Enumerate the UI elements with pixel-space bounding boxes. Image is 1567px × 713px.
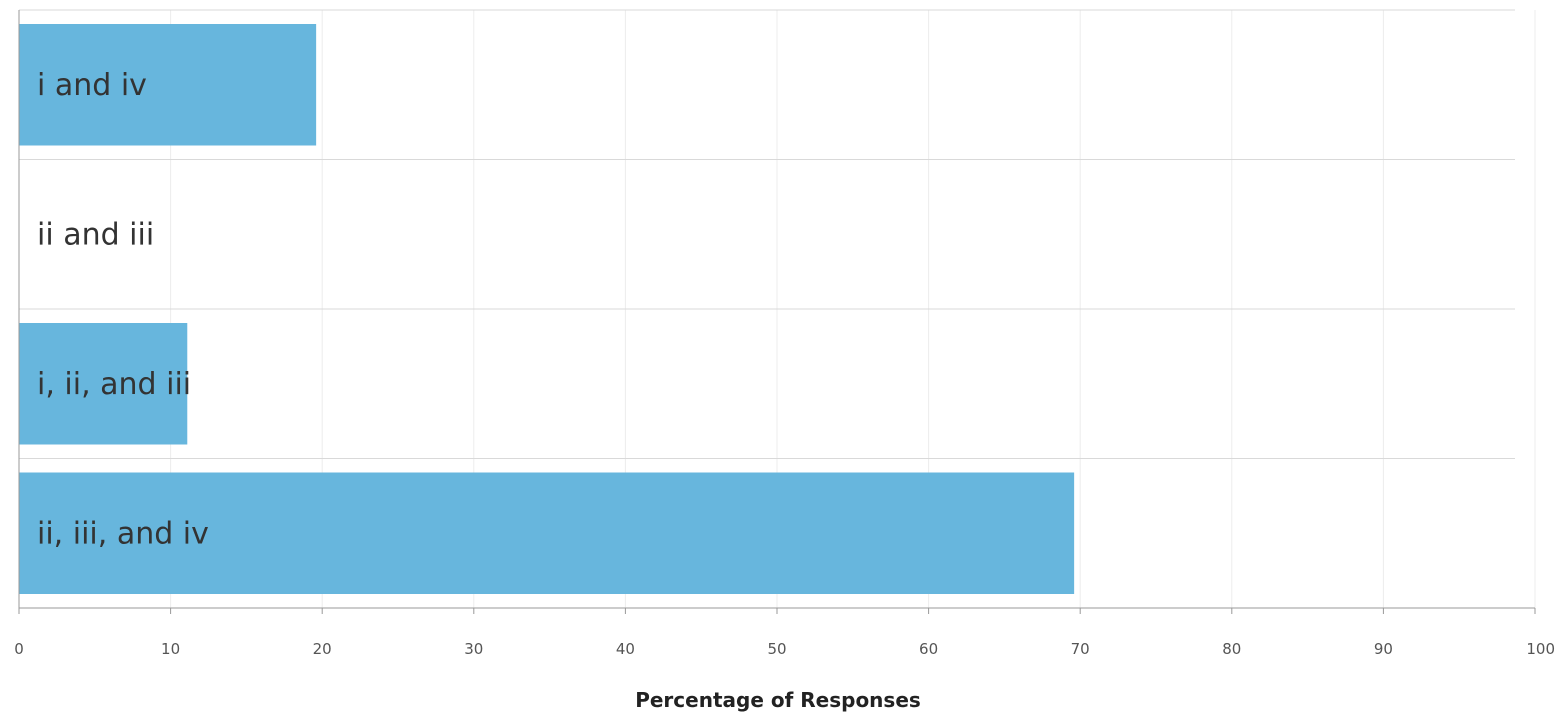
x-tick-label: 70	[1071, 640, 1090, 658]
x-tick-label: 60	[919, 640, 938, 658]
bar	[19, 24, 317, 146]
category-label: ii and iii	[37, 217, 154, 252]
bars	[19, 24, 1075, 594]
category-label: i and iv	[37, 68, 147, 103]
x-tick-label: 10	[161, 640, 180, 658]
x-tick-label: 80	[1222, 640, 1241, 658]
x-tick-label: 20	[313, 640, 332, 658]
category-label: ii, iii, and iv	[37, 516, 209, 551]
category-label: i, ii, and iii	[37, 367, 191, 402]
bar	[19, 323, 188, 445]
category-labels: i and iv ii and iii i, ii, and iii ii, iii,…	[37, 68, 209, 552]
grid-lines	[19, 9, 1536, 608]
x-tick-label: 40	[616, 640, 635, 658]
x-axis-title: Percentage of Responses	[635, 688, 921, 712]
x-tick-label: 100	[1526, 640, 1555, 658]
x-tick-label: 90	[1374, 640, 1393, 658]
x-axis: 0 10 20 30 40 50 60 70 80 90 100	[14, 10, 1555, 658]
x-tick-label: 0	[14, 640, 24, 658]
x-tick-label: 50	[767, 640, 786, 658]
x-tick-label: 30	[464, 640, 483, 658]
bar	[19, 472, 1075, 594]
